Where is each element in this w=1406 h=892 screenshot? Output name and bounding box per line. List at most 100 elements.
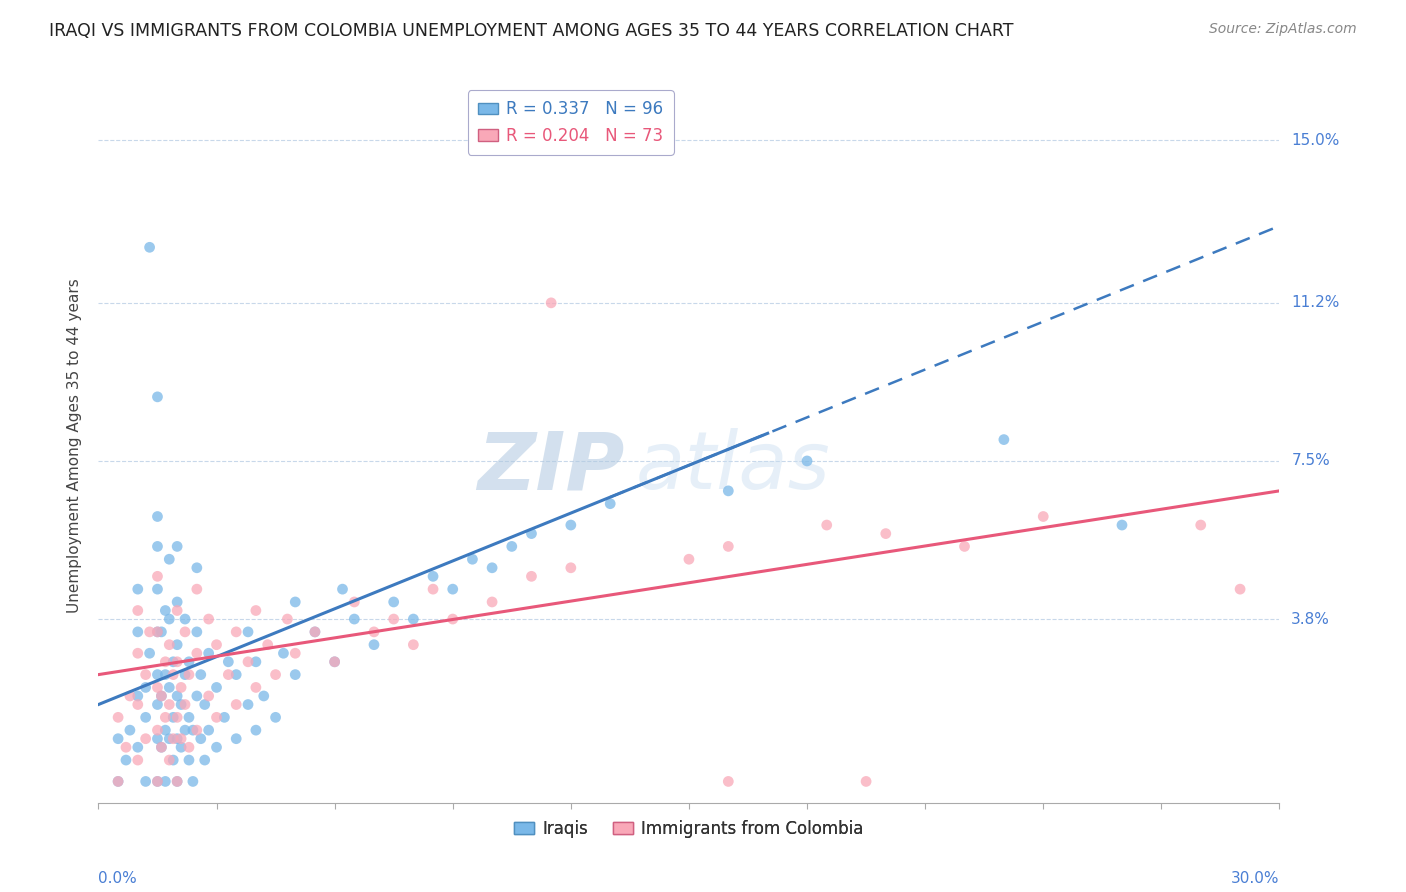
Point: [205, 740, 228, 755]
Point: [162, 731, 184, 746]
Point: [107, 774, 129, 789]
Point: [186, 689, 208, 703]
Text: 3.8%: 3.8%: [1291, 612, 1330, 626]
Point: [107, 731, 129, 746]
Point: [186, 561, 208, 575]
Point: [284, 646, 307, 660]
Point: [157, 638, 180, 652]
Point: [170, 698, 193, 712]
Point: [245, 723, 267, 738]
Point: [273, 646, 295, 660]
Point: [162, 710, 184, 724]
Point: [155, 710, 177, 724]
Point: [146, 390, 169, 404]
Point: [323, 655, 346, 669]
Point: [146, 582, 169, 596]
Legend: Iraqis, Immigrants from Colombia: Iraqis, Immigrants from Colombia: [508, 814, 870, 845]
Text: atlas: atlas: [636, 428, 831, 507]
Point: [217, 655, 239, 669]
Point: [264, 667, 287, 681]
Point: [166, 710, 188, 724]
Point: [162, 753, 184, 767]
Point: [135, 667, 157, 681]
Point: [332, 582, 354, 596]
Point: [135, 731, 157, 746]
Point: [402, 638, 425, 652]
Point: [127, 624, 149, 639]
Point: [155, 774, 177, 789]
Point: [146, 774, 169, 789]
Point: [264, 710, 287, 724]
Point: [170, 731, 193, 746]
Point: [127, 740, 149, 755]
Point: [166, 540, 188, 554]
Point: [253, 689, 276, 703]
Point: [441, 582, 464, 596]
Point: [170, 740, 193, 755]
Point: [107, 710, 129, 724]
Point: [127, 582, 149, 596]
Point: [177, 710, 200, 724]
Point: [157, 552, 180, 566]
Point: [284, 667, 307, 681]
Point: [481, 561, 503, 575]
Point: [815, 518, 838, 533]
Point: [155, 655, 177, 669]
Point: [953, 540, 976, 554]
Text: Source: ZipAtlas.com: Source: ZipAtlas.com: [1209, 22, 1357, 37]
Point: [150, 740, 173, 755]
Point: [162, 655, 184, 669]
Point: [186, 646, 208, 660]
Text: 30.0%: 30.0%: [1232, 871, 1279, 886]
Point: [343, 595, 366, 609]
Point: [186, 723, 208, 738]
Point: [225, 698, 247, 712]
Point: [190, 731, 212, 746]
Point: [197, 689, 219, 703]
Point: [197, 612, 219, 626]
Point: [174, 667, 197, 681]
Point: [135, 681, 157, 695]
Point: [177, 753, 200, 767]
Point: [422, 582, 444, 596]
Point: [217, 667, 239, 681]
Point: [127, 603, 149, 617]
Point: [177, 740, 200, 755]
Text: 15.0%: 15.0%: [1291, 133, 1340, 148]
Point: [717, 483, 740, 498]
Point: [157, 753, 180, 767]
Point: [678, 552, 700, 566]
Point: [560, 561, 582, 575]
Point: [138, 240, 160, 254]
Point: [186, 582, 208, 596]
Point: [560, 518, 582, 533]
Point: [135, 774, 157, 789]
Point: [501, 540, 523, 554]
Point: [146, 569, 169, 583]
Point: [186, 624, 208, 639]
Point: [245, 655, 267, 669]
Point: [205, 638, 228, 652]
Point: [166, 603, 188, 617]
Point: [146, 698, 169, 712]
Point: [236, 624, 259, 639]
Point: [599, 497, 621, 511]
Point: [197, 646, 219, 660]
Point: [323, 655, 346, 669]
Point: [245, 681, 267, 695]
Y-axis label: Unemployment Among Ages 35 to 44 years: Unemployment Among Ages 35 to 44 years: [67, 278, 83, 614]
Point: [166, 638, 188, 652]
Point: [284, 595, 307, 609]
Point: [107, 774, 129, 789]
Point: [135, 710, 157, 724]
Text: 11.2%: 11.2%: [1291, 295, 1340, 310]
Text: 7.5%: 7.5%: [1291, 453, 1330, 468]
Point: [174, 723, 197, 738]
Point: [118, 689, 141, 703]
Point: [166, 595, 188, 609]
Point: [190, 667, 212, 681]
Point: [155, 667, 177, 681]
Point: [174, 624, 197, 639]
Point: [146, 624, 169, 639]
Point: [155, 723, 177, 738]
